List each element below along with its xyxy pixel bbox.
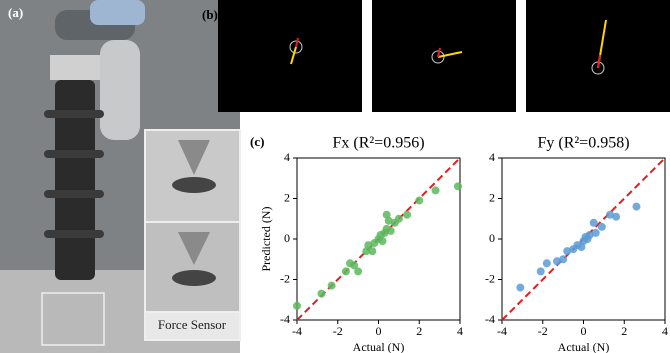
y-axis-label: Predicted (N) <box>259 207 273 272</box>
zoom-box <box>41 292 105 346</box>
robot-cap <box>90 0 145 25</box>
x-axis-label: Actual (N) <box>558 340 610 353</box>
chart-title: Fy (R²=0.958) <box>537 135 629 152</box>
x-tick-label: -2 <box>538 324 548 338</box>
x-tick-label: -4 <box>292 324 302 338</box>
panel-label: (b) <box>202 7 218 22</box>
x-tick-label: 4 <box>457 324 463 338</box>
inset-cone <box>178 140 210 175</box>
y-tick-label: 2 <box>284 190 290 204</box>
x-tick-label: 2 <box>416 324 422 338</box>
point <box>354 267 363 276</box>
inset-caption: Force Sensor <box>158 317 227 332</box>
y-tick-label: -4 <box>485 312 495 326</box>
point <box>591 228 600 237</box>
marker-ring <box>431 50 445 64</box>
point <box>577 243 586 252</box>
point <box>589 218 598 227</box>
point <box>516 283 525 292</box>
point <box>597 222 606 231</box>
point <box>362 247 371 256</box>
y-tick-label: 0 <box>489 231 495 245</box>
point <box>559 255 568 264</box>
finger-ring <box>44 190 104 198</box>
force-arrow <box>597 54 601 69</box>
point <box>542 259 551 268</box>
y-tick-label: -2 <box>485 271 495 285</box>
point <box>403 210 412 219</box>
x-axis-label: Actual (N) <box>353 340 405 353</box>
point <box>364 241 373 250</box>
y-tick-label: -4 <box>280 312 290 326</box>
tactile-image <box>526 0 670 112</box>
point <box>431 186 440 195</box>
point <box>536 267 545 276</box>
point <box>386 226 395 235</box>
force-arrow <box>295 37 299 48</box>
x-tick-label: -2 <box>333 324 343 338</box>
inset-sensor <box>172 270 216 286</box>
y-tick-label: 4 <box>489 150 495 164</box>
x-tick-label: 0 <box>581 324 587 338</box>
panel-label: (c) <box>250 134 264 149</box>
inset-caption-box <box>144 311 241 341</box>
point <box>605 210 614 219</box>
point <box>632 202 641 211</box>
force-arrow <box>437 51 463 58</box>
x-tick-label: -4 <box>497 324 507 338</box>
point <box>415 196 424 205</box>
robot-wrist <box>50 55 100 80</box>
point <box>368 247 377 256</box>
point <box>553 257 562 266</box>
tactile-image <box>218 0 362 112</box>
point <box>453 182 462 191</box>
y-tick-label: 4 <box>284 150 290 164</box>
x-tick-label: 0 <box>376 324 382 338</box>
force-arrow <box>290 46 297 65</box>
point <box>378 237 387 246</box>
inset-photo <box>144 221 241 313</box>
marker-ring <box>289 40 303 54</box>
finger-ring <box>44 110 104 118</box>
panel-label: (a) <box>8 5 23 20</box>
y-tick-label: -2 <box>280 271 290 285</box>
point <box>327 281 336 290</box>
chart-title: Fx (R²=0.956) <box>332 135 424 152</box>
finger-ring <box>44 150 104 158</box>
y-tick-label: 2 <box>489 190 495 204</box>
inset-cone <box>178 232 210 265</box>
x-tick-label: 2 <box>621 324 627 338</box>
finger-ring <box>44 230 104 238</box>
point <box>317 289 326 298</box>
point <box>382 210 391 219</box>
y-tick-label: 0 <box>284 231 290 245</box>
point <box>585 230 594 239</box>
point <box>341 267 350 276</box>
point <box>350 261 359 270</box>
inset-sensor <box>172 177 216 193</box>
point <box>612 212 621 221</box>
point <box>384 216 393 225</box>
point <box>394 214 403 223</box>
point <box>293 301 301 310</box>
point <box>563 247 572 256</box>
force-arrow <box>437 47 441 58</box>
x-tick-label: 4 <box>662 324 668 338</box>
robot-arm <box>100 40 140 140</box>
